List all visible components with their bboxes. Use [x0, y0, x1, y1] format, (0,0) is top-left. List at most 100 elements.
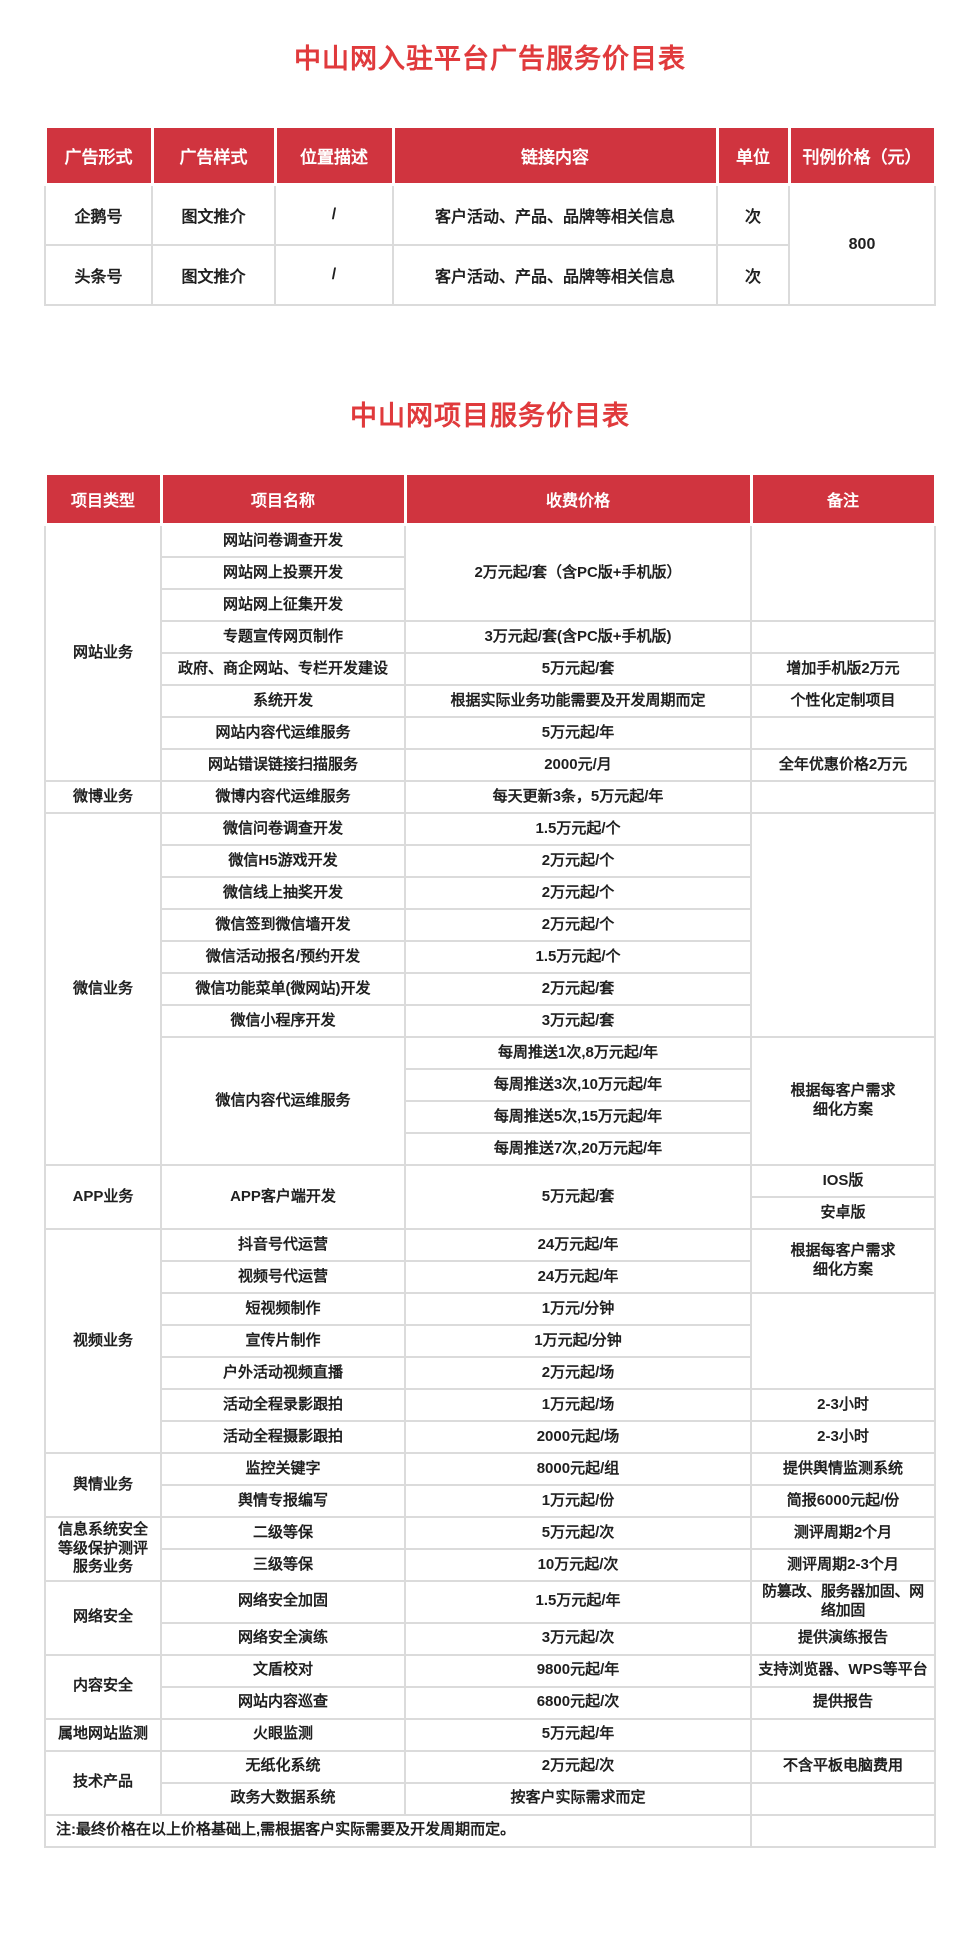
name-cell: 网站内容代运维服务 — [160, 716, 406, 751]
table-row: 企鹅号 图文推介 / 客户活动、产品、品牌等相关信息 次 800 — [44, 183, 936, 307]
remark-cell — [750, 812, 936, 1039]
table-row: 网站业务 网站问卷调查开发 2万元起/套（含PC版+手机版） — [44, 523, 936, 783]
price-cell: 1.5万元起/个 — [404, 812, 752, 847]
ad-unit-cell: 次 — [716, 183, 790, 247]
remark-cell: 提供演练报告 — [750, 1621, 936, 1656]
remark-cell: 不含平板电脑费用 — [750, 1749, 936, 1784]
name-cell: 视频号代运营 — [160, 1260, 406, 1295]
category-cell: 视频业务 — [44, 1228, 162, 1455]
ad-price-table: 广告形式 广告样式 位置描述 链接内容 单位 刊例价格（元） 企鹅号 图文推介 … — [43, 125, 937, 307]
name-cell: 微博内容代运维服务 — [160, 780, 406, 815]
category-cell: 微博业务 — [44, 780, 162, 815]
price-cell: 5万元起/套 — [404, 652, 752, 687]
name-cell: 活动全程录影跟拍 — [160, 1388, 406, 1423]
table-row: 每周推送3次,10万元起/年 — [45, 1068, 935, 1103]
table-row: 三级等保 10万元起/次 测评周期2-3个月 — [45, 1548, 936, 1583]
table-row: 头条号 图文推介 / 客户活动、产品、品牌等相关信息 次 — [44, 244, 935, 307]
table-row: 网站错误链接扫描服务 2000元/月 全年优惠价格2万元 — [45, 748, 936, 783]
table-row: 户外活动视频直播 2万元起/场 — [45, 1356, 935, 1391]
remark-cell: 2-3小时 — [750, 1388, 936, 1423]
ad-table-header-row: 广告形式 广告样式 位置描述 链接内容 单位 刊例价格（元） — [43, 125, 937, 187]
price-cell: 3万元起/套(含PC版+手机版) — [404, 620, 752, 655]
ad-content-cell: 客户活动、产品、品牌等相关信息 — [392, 183, 718, 247]
remark-cell: 全年优惠价格2万元 — [750, 748, 936, 783]
remark-cell — [750, 1813, 936, 1848]
name-cell: 短视频制作 — [160, 1292, 406, 1327]
header-cell: 刊例价格（元） — [787, 125, 937, 187]
remark-cell: 简报6000元起/份 — [750, 1484, 936, 1519]
table-row: 网站内容巡查 6800元起/次 提供报告 — [45, 1685, 936, 1720]
price-cell: 1.5万元起/个 — [404, 940, 752, 975]
table-row: 短视频制作 1万元/分钟 — [45, 1292, 936, 1391]
name-cell: 网站内容巡查 — [160, 1685, 406, 1720]
ad-style-cell: 图文推介 — [151, 244, 276, 307]
header-cell: 收费价格 — [403, 472, 753, 527]
remark-cell: 支持浏览器、WPS等平台 — [750, 1653, 936, 1688]
table-row: 专题宣传网页制作 3万元起/套(含PC版+手机版) — [45, 620, 936, 655]
ad-style-cell: 图文推介 — [151, 183, 276, 247]
name-cell: APP客户端开发 — [160, 1164, 406, 1231]
category-cell: APP业务 — [44, 1164, 162, 1231]
table-row: 内容安全 文盾校对 9800元起/年 支持浏览器、WPS等平台 — [44, 1653, 936, 1720]
table-row: 政务大数据系统 按客户实际需求而定 — [45, 1781, 936, 1816]
table-note-row: 注:最终价格在以上价格基础上,需根据客户实际需要及开发周期而定。 — [44, 1813, 936, 1848]
project-price-table: 项目类型 项目名称 收费价格 备注 网站业务 网站问卷调查开发 2万元起/套（含… — [43, 472, 937, 1848]
price-cell: 按客户实际需求而定 — [404, 1781, 752, 1816]
price-cell: 2万元起/个 — [404, 876, 752, 911]
category-cell: 网络安全 — [44, 1580, 162, 1656]
table-row: 舆情专报编写 1万元起/份 简报6000元起/份 — [45, 1484, 936, 1519]
ad-form-cell: 企鹅号 — [44, 183, 153, 247]
name-cell: 微信签到微信墙开发 — [160, 908, 406, 943]
remark-cell — [750, 1717, 936, 1752]
table-row: 微信H5游戏开发 2万元起/个 — [45, 844, 935, 879]
table-row: 属地网站监测 火眼监测 5万元起/年 — [44, 1717, 936, 1752]
name-cell: 专题宣传网页制作 — [160, 620, 406, 655]
price-cell: 5万元起/次 — [404, 1516, 752, 1551]
table-row: 微信签到微信墙开发 2万元起/个 — [45, 908, 935, 943]
header-cell: 位置描述 — [273, 125, 395, 187]
price-cell: 2万元起/个 — [404, 908, 752, 943]
price-cell: 2万元起/套（含PC版+手机版） — [404, 523, 752, 623]
category-cell: 网站业务 — [44, 523, 162, 783]
name-cell: 微信内容代运维服务 — [160, 1036, 406, 1167]
table-row: 系统开发 根据实际业务功能需要及开发周期而定 个性化定制项目 — [45, 684, 936, 719]
name-cell: 网站网上投票开发 — [160, 556, 406, 591]
ad-content-cell: 客户活动、产品、品牌等相关信息 — [392, 244, 718, 307]
price-cell: 1万元起/分钟 — [404, 1324, 752, 1359]
remark-cell — [750, 780, 936, 815]
remark-cell: 测评周期2个月 — [750, 1516, 936, 1551]
price-cell: 24万元起/年 — [404, 1228, 752, 1263]
name-cell: 网络安全演练 — [160, 1621, 406, 1656]
table-row: 微信小程序开发 3万元起/套 — [45, 1004, 935, 1039]
header-cell: 项目类型 — [43, 472, 163, 527]
table-row: 网络安全 网络安全加固 1.5万元起/年 防篡改、服务器加固、网络加固 — [44, 1580, 936, 1656]
table-row: 安卓版 — [45, 1196, 936, 1231]
table-row: 视频业务 抖音号代运营 24万元起/年 根据每客户需求 细化方案 — [44, 1228, 936, 1455]
price-cell: 2万元起/套 — [404, 972, 752, 1007]
remark-cell — [750, 1292, 936, 1391]
price-cell: 2000元起/场 — [404, 1420, 752, 1455]
price-cell: 每周推送1次,8万元起/年 — [404, 1036, 752, 1071]
ad-form-cell: 头条号 — [44, 244, 153, 307]
category-cell: 内容安全 — [44, 1653, 162, 1720]
name-cell: 微信功能菜单(微网站)开发 — [160, 972, 406, 1007]
price-cell: 2万元起/场 — [404, 1356, 752, 1391]
remark-cell: 增加手机版2万元 — [750, 652, 936, 687]
name-cell: 活动全程摄影跟拍 — [160, 1420, 406, 1455]
price-cell: 5万元起/年 — [404, 716, 752, 751]
price-cell: 2000元/月 — [404, 748, 752, 783]
table-row: 微信内容代运维服务 每周推送1次,8万元起/年 根据每客户需求 细化方案 — [45, 1036, 936, 1167]
name-cell: 抖音号代运营 — [160, 1228, 406, 1263]
remark-cell — [750, 523, 936, 623]
header-cell: 链接内容 — [391, 125, 719, 187]
ad-price-cell: 800 — [788, 183, 936, 307]
ad-position-cell: / — [274, 244, 394, 307]
table-row: 微信活动报名/预约开发 1.5万元起/个 — [45, 940, 935, 975]
name-cell: 系统开发 — [160, 684, 406, 719]
table-row: APP业务 APP客户端开发 5万元起/套 IOS版 — [44, 1164, 936, 1231]
remark-cell: IOS版 — [750, 1164, 936, 1199]
name-cell: 微信问卷调查开发 — [160, 812, 406, 847]
table-row: 每周推送7次,20万元起/年 — [45, 1132, 935, 1167]
remark-cell: 根据每客户需求 细化方案 — [750, 1036, 936, 1167]
price-cell: 8000元起/组 — [404, 1452, 752, 1487]
